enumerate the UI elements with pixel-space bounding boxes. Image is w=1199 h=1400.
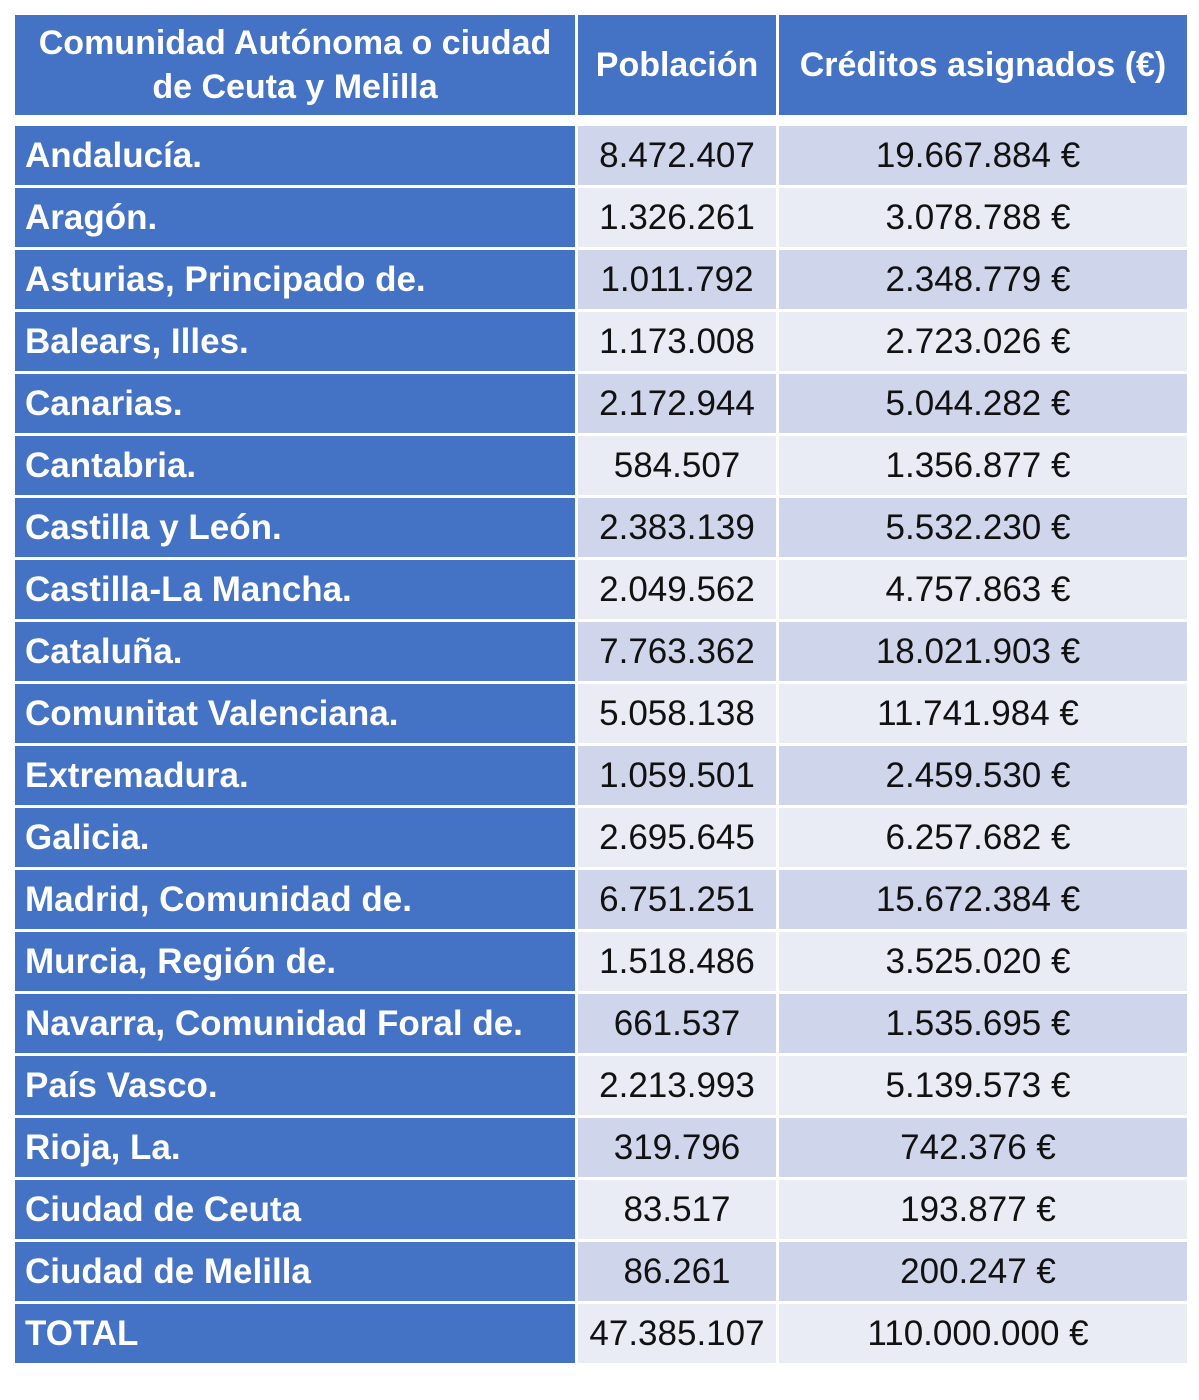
header-region: Comunidad Autónoma o ciudad de Ceuta y M… bbox=[15, 15, 575, 123]
cell-region: Canarias. bbox=[15, 374, 575, 433]
cell-region: Extremadura. bbox=[15, 746, 575, 805]
cell-creditos: 4.757.863 € bbox=[779, 560, 1187, 619]
table-row: Murcia, Región de. 1.518.486 3.525.020 € bbox=[15, 932, 1187, 991]
header-creditos: Créditos asignados (€) bbox=[779, 15, 1187, 123]
cell-region: Andalucía. bbox=[15, 126, 575, 185]
cell-region: Madrid, Comunidad de. bbox=[15, 870, 575, 929]
cell-poblacion: 2.049.562 bbox=[578, 560, 776, 619]
cell-creditos: 1.356.877 € bbox=[779, 436, 1187, 495]
table-row: Andalucía. 8.472.407 19.667.884 € bbox=[15, 126, 1187, 185]
table-row: Galicia. 2.695.645 6.257.682 € bbox=[15, 808, 1187, 867]
cell-poblacion: 1.059.501 bbox=[578, 746, 776, 805]
cell-creditos: 193.877 € bbox=[779, 1180, 1187, 1239]
cell-poblacion: 1.326.261 bbox=[578, 188, 776, 247]
cell-creditos: 5.532.230 € bbox=[779, 498, 1187, 557]
cell-creditos: 3.525.020 € bbox=[779, 932, 1187, 991]
cell-creditos: 2.348.779 € bbox=[779, 250, 1187, 309]
cell-region: Rioja, La. bbox=[15, 1118, 575, 1177]
table-row: Comunitat Valenciana. 5.058.138 11.741.984… bbox=[15, 684, 1187, 743]
table-row: Asturias, Principado de. 1.011.792 2.348.7… bbox=[15, 250, 1187, 309]
cell-region: Navarra, Comunidad Foral de. bbox=[15, 994, 575, 1053]
cell-poblacion: 1.518.486 bbox=[578, 932, 776, 991]
table-row: Madrid, Comunidad de. 6.751.251 15.672.384… bbox=[15, 870, 1187, 929]
cell-region: Balears, Illes. bbox=[15, 312, 575, 371]
table-row: Castilla y León. 2.383.139 5.532.230 € bbox=[15, 498, 1187, 557]
table-row: Aragón. 1.326.261 3.078.788 € bbox=[15, 188, 1187, 247]
cell-creditos: 5.044.282 € bbox=[779, 374, 1187, 433]
table-body: Andalucía. 8.472.407 19.667.884 € Aragón. 1.… bbox=[15, 126, 1187, 1363]
cell-region: TOTAL bbox=[15, 1304, 575, 1363]
cell-region: Murcia, Región de. bbox=[15, 932, 575, 991]
cell-region: Castilla y León. bbox=[15, 498, 575, 557]
cell-poblacion: 6.751.251 bbox=[578, 870, 776, 929]
table-row: Rioja, La. 319.796 742.376 € bbox=[15, 1118, 1187, 1177]
cell-region: Ciudad de Melilla bbox=[15, 1242, 575, 1301]
cell-creditos: 15.672.384 € bbox=[779, 870, 1187, 929]
table-row: Balears, Illes. 1.173.008 2.723.026 € bbox=[15, 312, 1187, 371]
header-row: Comunidad Autónoma o ciudad de Ceuta y M… bbox=[15, 15, 1187, 123]
table-row: Cataluña. 7.763.362 18.021.903 € bbox=[15, 622, 1187, 681]
cell-region: Aragón. bbox=[15, 188, 575, 247]
table-row: País Vasco. 2.213.993 5.139.573 € bbox=[15, 1056, 1187, 1115]
cell-creditos: 2.459.530 € bbox=[779, 746, 1187, 805]
cell-poblacion: 1.173.008 bbox=[578, 312, 776, 371]
cell-region: Asturias, Principado de. bbox=[15, 250, 575, 309]
cell-region: Comunitat Valenciana. bbox=[15, 684, 575, 743]
cell-poblacion: 584.507 bbox=[578, 436, 776, 495]
cell-poblacion: 1.011.792 bbox=[578, 250, 776, 309]
cell-region: Castilla-La Mancha. bbox=[15, 560, 575, 619]
table-row: Ciudad de Melilla 86.261 200.247 € bbox=[15, 1242, 1187, 1301]
cell-poblacion: 2.172.944 bbox=[578, 374, 776, 433]
cell-poblacion: 7.763.362 bbox=[578, 622, 776, 681]
cell-creditos: 2.723.026 € bbox=[779, 312, 1187, 371]
cell-creditos: 5.139.573 € bbox=[779, 1056, 1187, 1115]
cell-creditos: 19.667.884 € bbox=[779, 126, 1187, 185]
cell-poblacion: 319.796 bbox=[578, 1118, 776, 1177]
cell-creditos: 200.247 € bbox=[779, 1242, 1187, 1301]
cell-creditos: 1.535.695 € bbox=[779, 994, 1187, 1053]
cell-region: Cantabria. bbox=[15, 436, 575, 495]
credits-table: Comunidad Autónoma o ciudad de Ceuta y M… bbox=[12, 12, 1190, 1366]
cell-poblacion: 8.472.407 bbox=[578, 126, 776, 185]
table-row: Extremadura. 1.059.501 2.459.530 € bbox=[15, 746, 1187, 805]
cell-poblacion: 2.213.993 bbox=[578, 1056, 776, 1115]
cell-creditos: 742.376 € bbox=[779, 1118, 1187, 1177]
table-header: Comunidad Autónoma o ciudad de Ceuta y M… bbox=[15, 15, 1187, 123]
table-row: TOTAL 47.385.107 110.000.000 € bbox=[15, 1304, 1187, 1363]
table-row: Canarias. 2.172.944 5.044.282 € bbox=[15, 374, 1187, 433]
table-row: Cantabria. 584.507 1.356.877 € bbox=[15, 436, 1187, 495]
cell-creditos: 3.078.788 € bbox=[779, 188, 1187, 247]
cell-creditos: 18.021.903 € bbox=[779, 622, 1187, 681]
cell-poblacion: 2.695.645 bbox=[578, 808, 776, 867]
table-row: Castilla-La Mancha. 2.049.562 4.757.863 € bbox=[15, 560, 1187, 619]
cell-creditos: 6.257.682 € bbox=[779, 808, 1187, 867]
cell-poblacion: 5.058.138 bbox=[578, 684, 776, 743]
table-row: Navarra, Comunidad Foral de. 661.537 1.535… bbox=[15, 994, 1187, 1053]
cell-creditos: 11.741.984 € bbox=[779, 684, 1187, 743]
cell-poblacion: 83.517 bbox=[578, 1180, 776, 1239]
cell-poblacion: 661.537 bbox=[578, 994, 776, 1053]
cell-region: Ciudad de Ceuta bbox=[15, 1180, 575, 1239]
header-poblacion: Población bbox=[578, 15, 776, 123]
cell-creditos: 110.000.000 € bbox=[779, 1304, 1187, 1363]
cell-poblacion: 2.383.139 bbox=[578, 498, 776, 557]
cell-poblacion: 86.261 bbox=[578, 1242, 776, 1301]
cell-poblacion: 47.385.107 bbox=[578, 1304, 776, 1363]
table-row: Ciudad de Ceuta 83.517 193.877 € bbox=[15, 1180, 1187, 1239]
cell-region: País Vasco. bbox=[15, 1056, 575, 1115]
cell-region: Cataluña. bbox=[15, 622, 575, 681]
cell-region: Galicia. bbox=[15, 808, 575, 867]
